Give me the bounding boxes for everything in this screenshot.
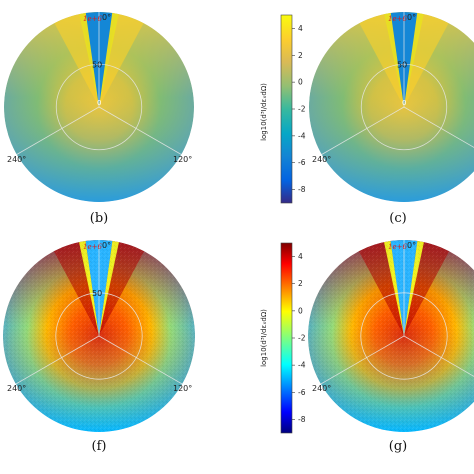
colorbar-tick-label: 4 (298, 252, 303, 261)
colorbar-jet-bar (280, 242, 293, 434)
angle-label-240: 240° (7, 384, 26, 393)
polar-grid-spoke (403, 335, 474, 377)
colorbar-tick-label: 0 (298, 78, 303, 87)
ring-label: 50 (92, 60, 102, 69)
polar-panel-b: 0°1e+6 50 0 240° 120° (4, 12, 194, 202)
colorbar-tick-label: 4 (298, 24, 303, 33)
colorbar-tick-label: -2 (298, 334, 306, 343)
colorbar-tick-label: 2 (298, 279, 303, 288)
polar-grid-spoke (15, 335, 100, 385)
polar-grid-spoke (98, 106, 182, 155)
angle-label-0: 0° (102, 13, 111, 22)
colorbar-parula-bar (280, 14, 293, 204)
angle-label-240: 240° (7, 155, 26, 164)
radial-max-label: 1e+6 (388, 243, 407, 251)
ring-label: 50 (397, 60, 407, 69)
colorbar-jet-label: log10(d³I/dεₓdΩ) (260, 309, 268, 367)
angle-label-0: 0° (407, 13, 416, 22)
radial-max-label: 1e+6 (388, 15, 407, 23)
colorbar-tick-label: 0 (298, 306, 303, 315)
polar-grid-spoke (321, 106, 405, 155)
colorbar-parula-label: log10(d³I/dεₓdΩ) (260, 83, 268, 141)
polar-grid-spoke (98, 335, 183, 385)
polar-grid-spoke (16, 106, 100, 155)
colorbar-jet: log10(d³I/dεₓdΩ) 4 2 0 -2 -4 -6 -8 (260, 242, 306, 434)
ring-label: 50 (92, 289, 102, 298)
center-label: 0 (97, 99, 101, 107)
colorbar-jet-ticks: 4 2 0 -2 -4 -6 -8 (292, 252, 306, 424)
polar-grid-spoke (403, 106, 474, 148)
caption-b: (b) (90, 211, 108, 226)
colorbar-tick-label: 2 (298, 51, 303, 60)
colorbar-parula-ticks: 4 2 0 -2 -4 -6 -8 (292, 24, 306, 194)
center-label: 0 (402, 99, 406, 107)
colorbar-tick-label: -6 (298, 158, 306, 167)
angle-label-240: 240° (312, 384, 331, 393)
colorbar-tick-label: -4 (298, 131, 306, 140)
colorbar-tick-label: -8 (298, 185, 306, 194)
polar-panel-g: 0°1e+6 240° (308, 240, 474, 432)
caption-c: (c) (389, 211, 406, 226)
angle-label-0: 0° (407, 241, 416, 250)
angle-label-120: 120° (173, 384, 192, 393)
colorbar-tick-label: -4 (298, 361, 306, 370)
polar-intensity-map (308, 240, 474, 432)
polar-grid-spoke (320, 335, 405, 385)
colorbar-parula: log10(d³I/dεₓdΩ) 4 2 0 -2 -4 -6 -8 (260, 14, 306, 204)
angle-label-0: 0° (102, 241, 111, 250)
colorbar-tick-label: -8 (298, 415, 306, 424)
polar-panel-f: 0°1e+6 50 240° 120° (3, 240, 195, 432)
polar-intensity-map (309, 12, 474, 202)
colorbar-tick-label: -6 (298, 388, 306, 397)
angle-label-120: 120° (173, 155, 192, 164)
colorbar-tick-label: -2 (298, 105, 306, 114)
polar-panel-c: 0°1e+6 50 0 240° (309, 12, 474, 202)
radial-max-label: 1e+6 (83, 15, 102, 23)
angle-label-240: 240° (312, 155, 331, 164)
caption-g: (g) (389, 439, 407, 454)
radial-max-label: 1e+6 (83, 243, 102, 251)
caption-f: (f) (92, 439, 107, 454)
